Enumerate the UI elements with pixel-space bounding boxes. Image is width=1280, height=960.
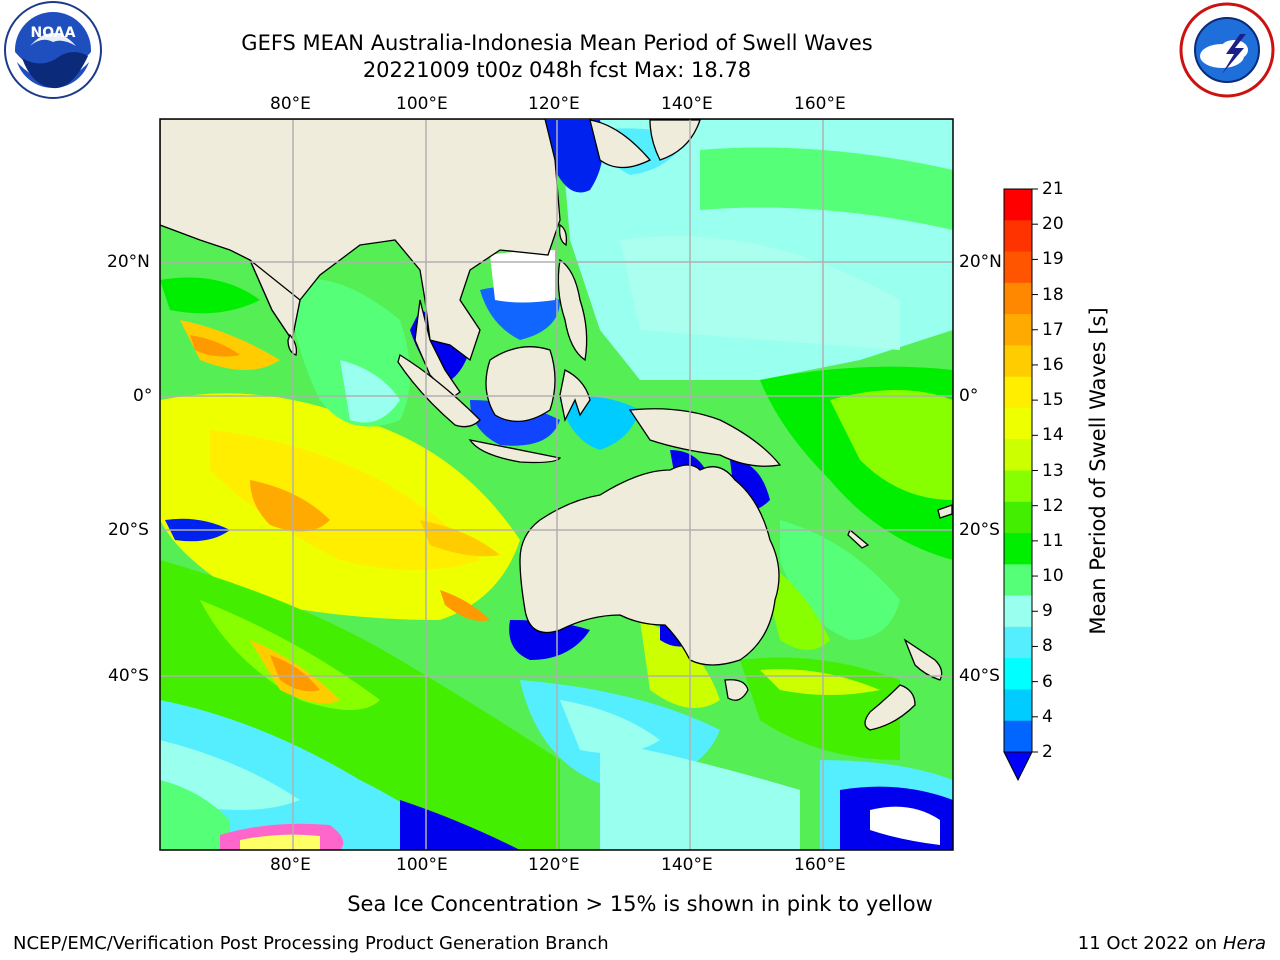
lat-label-right-20s: 20°S — [959, 520, 1000, 540]
lat-label-right-0: 0° — [959, 386, 979, 406]
lon-label-bottom-80e: 80°E — [270, 855, 311, 875]
lon-label-top-100e: 100°E — [396, 94, 448, 114]
colorbar-swatch — [1004, 189, 1032, 221]
colorbar-tick-label: 8 — [1042, 636, 1053, 657]
lon-label-top-80e: 80°E — [270, 94, 311, 114]
lon-label-top-140e: 140°E — [661, 94, 713, 114]
nws-logo — [1179, 2, 1275, 98]
map-frame — [159, 118, 954, 851]
colorbar-tick-label: 11 — [1042, 530, 1064, 551]
colorbar-tick-label: 17 — [1042, 319, 1064, 340]
colorbar-tick-label: 4 — [1042, 706, 1053, 727]
colorbar-tick-label: 12 — [1042, 495, 1064, 516]
colorbar-frame — [1003, 188, 1033, 753]
colorbar-swatch — [1004, 282, 1032, 315]
colorbar-swatch — [1004, 626, 1032, 659]
colorbar-swatch — [1004, 251, 1032, 284]
colorbar-tick-label: 10 — [1042, 566, 1064, 587]
colorbar-tick-label: 2 — [1042, 742, 1053, 762]
lon-label-bottom-100e: 100°E — [396, 855, 448, 875]
colorbar-tick-label: 21 — [1042, 179, 1064, 199]
colorbar-swatch — [1004, 376, 1032, 409]
colorbar-swatch — [1004, 345, 1032, 378]
colorbar-label: Mean Period of Swell Waves [s] — [1086, 307, 1110, 635]
colorbar-tick-label: 15 — [1042, 390, 1064, 411]
lat-label-right-40s: 40°S — [959, 666, 1000, 686]
colorbar-swatch — [1004, 720, 1032, 753]
colorbar-tick-label: 19 — [1042, 249, 1064, 270]
noaa-logo-text: NOAA — [31, 25, 76, 41]
lat-label-left-0: 0° — [133, 386, 153, 406]
lon-label-top-160e: 160°E — [794, 94, 846, 114]
colorbar-swatch — [1004, 314, 1032, 346]
colorbar-tick-label: 14 — [1042, 425, 1064, 446]
date-text: 11 Oct 2022 on Hera — [1077, 933, 1266, 954]
colorbar — [1004, 188, 1038, 753]
colorbar-tick-label: 18 — [1042, 284, 1064, 305]
gridlines — [160, 119, 953, 850]
colorbar-swatch — [1004, 407, 1032, 440]
land — [160, 119, 953, 731]
lon-label-bottom-120e: 120°E — [528, 855, 580, 875]
colorbar-tick-label: 9 — [1042, 601, 1053, 622]
colorbar-tick-label: 13 — [1042, 460, 1064, 481]
colorbar-extend-arrow — [1003, 751, 1033, 782]
lat-label-right-20n: 20°N — [959, 252, 1002, 272]
sea-ice-note: Sea Ice Concentration > 15% is shown in … — [347, 892, 933, 916]
lat-label-left-20s: 20°S — [108, 520, 149, 540]
colorbar-swatch — [1004, 689, 1032, 722]
page-subtitle: 20221009 t00z 048h fcst Max: 18.78 — [362, 58, 752, 82]
noaa-logo: NOAA — [4, 1, 102, 99]
lon-label-bottom-160e: 160°E — [794, 855, 846, 875]
lon-label-top-120e: 120°E — [528, 94, 580, 114]
lat-label-left-40s: 40°S — [108, 666, 149, 686]
page-title: GEFS MEAN Australia-Indonesia Mean Perio… — [241, 31, 873, 55]
colorbar-swatch — [1004, 470, 1032, 503]
colorbar-swatch — [1004, 220, 1032, 253]
colorbar-tick-label: 6 — [1042, 671, 1053, 692]
colorbar-swatch — [1004, 658, 1032, 690]
credit-text: NCEP/EMC/Verification Post Processing Pr… — [13, 933, 609, 954]
lon-label-bottom-140e: 140°E — [661, 855, 713, 875]
colorbar-swatch — [1004, 501, 1032, 534]
colorbar-tick-label: 20 — [1042, 214, 1064, 235]
colorbar-swatch — [1004, 564, 1032, 597]
colorbar-swatch — [1004, 439, 1032, 471]
lat-label-left-20n: 20°N — [107, 252, 150, 272]
colorbar-swatch — [1004, 595, 1032, 628]
colorbar-swatch — [1004, 533, 1032, 565]
colorbar-tick-label: 16 — [1042, 354, 1064, 375]
